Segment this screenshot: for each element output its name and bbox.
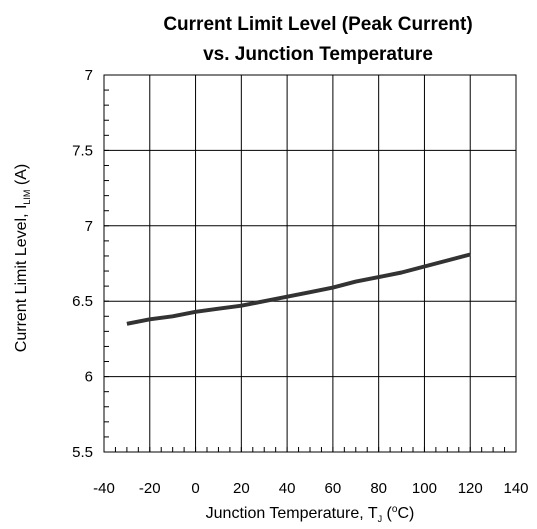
x-tick-label: 40 xyxy=(279,480,296,497)
x-tick-label: 20 xyxy=(233,480,250,497)
series xyxy=(126,252,471,326)
x-tick-label: 0 xyxy=(191,480,199,497)
x-tick-label: 80 xyxy=(370,480,387,497)
y-axis-label: Current Limit Level, ILIM (A) xyxy=(13,164,32,352)
x-tick-label: 140 xyxy=(503,480,528,497)
x-tick-label: 120 xyxy=(458,480,483,497)
x-tick-label: 60 xyxy=(325,480,342,497)
y-axis: 5.5 6 6.5 7 7.5 7 xyxy=(72,67,93,461)
chart-title-line: vs. Junction Temperature xyxy=(203,44,433,65)
y-tick-label: 5.5 xyxy=(72,444,93,461)
x-tick-label: 100 xyxy=(412,480,437,497)
y-tick-label: 6 xyxy=(85,369,93,386)
chart-title-line: Current Limit Level (Peak Current) xyxy=(163,14,472,35)
y-tick-label: 7.5 xyxy=(72,142,93,159)
x-axis: -40 -20 0 20 40 60 80 100 120 140 xyxy=(93,480,528,497)
plot-area xyxy=(103,74,517,453)
x-tick-label: -20 xyxy=(139,480,161,497)
series-line xyxy=(126,252,471,326)
x-axis-label: Junction Temperature, TJ (oC) xyxy=(206,504,415,524)
axis-labels: Junction Temperature, TJ (oC) Current Lim… xyxy=(13,164,414,524)
y-tick-label: 7 xyxy=(85,218,93,235)
y-tick-label: 6.5 xyxy=(72,293,93,310)
chart-title: Current Limit Level (Peak Current) vs. Ju… xyxy=(163,14,472,65)
y-tick-label: 7 xyxy=(85,67,93,84)
x-tick-label: -40 xyxy=(93,480,115,497)
grid xyxy=(103,74,517,453)
